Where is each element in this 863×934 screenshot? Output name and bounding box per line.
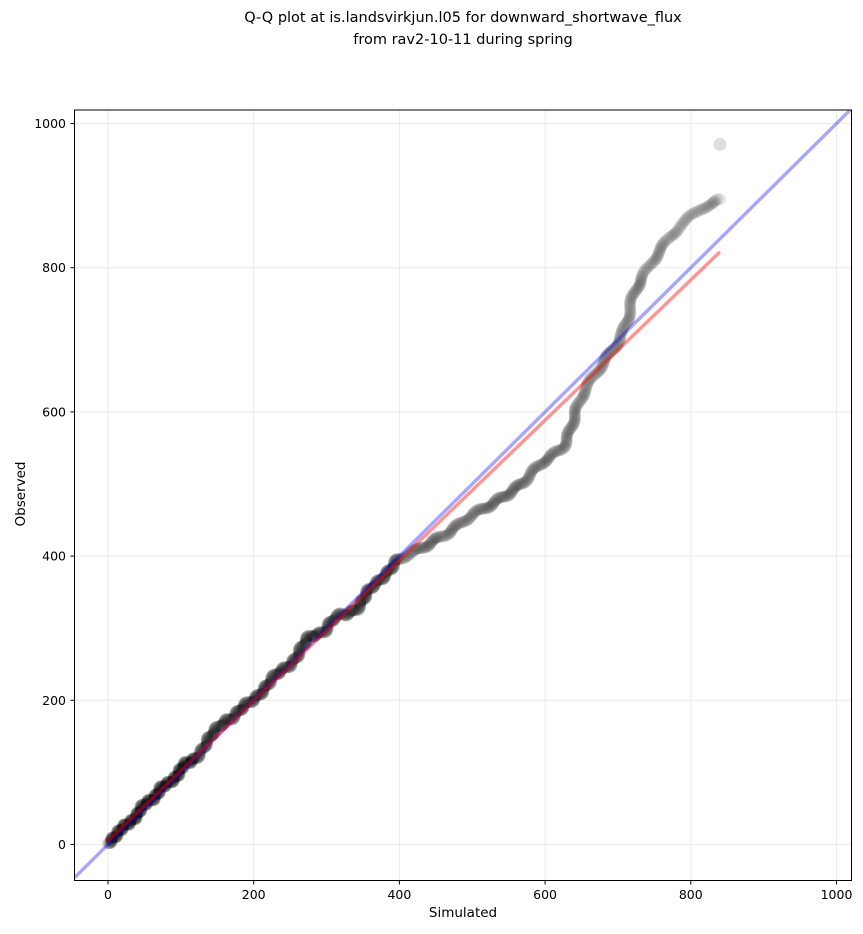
x-axis-label: Simulated [428,905,498,921]
identity-line [74,110,852,879]
x-tick-label: 800 [679,887,703,902]
y-tick-label: 400 [42,549,66,564]
y-tick-label: 800 [42,260,66,275]
axis-tick-labels: 0 200 400 600 800 1000 0 200 400 600 800 1000 [34,116,852,902]
chart-title-line2: from rav2-10-11 during spring [353,32,573,49]
fit-line [106,250,722,843]
y-tick-label: 1000 [34,116,66,131]
chart-title-line1: Q-Q plot at is.landsvirkjun.l05 for down… [244,10,682,26]
x-tick-label: 400 [387,887,411,902]
y-tick-label: 200 [42,693,66,708]
x-tick-label: 1000 [821,887,853,902]
x-tick-label: 0 [104,887,112,902]
y-axis-label: Observed [13,461,29,527]
outlier-point [713,137,727,151]
y-tick-label: 0 [58,837,66,852]
plot-border [74,109,852,881]
axis-ticks [70,123,837,885]
chart-title: Q-Q plot at is.landsvirkjun.l05 for down… [244,7,682,52]
y-tick-label: 600 [42,404,66,419]
grid-lines [74,110,852,881]
qq-scatter-points [102,193,726,850]
x-tick-label: 200 [242,887,266,902]
x-tick-label: 600 [533,887,557,902]
